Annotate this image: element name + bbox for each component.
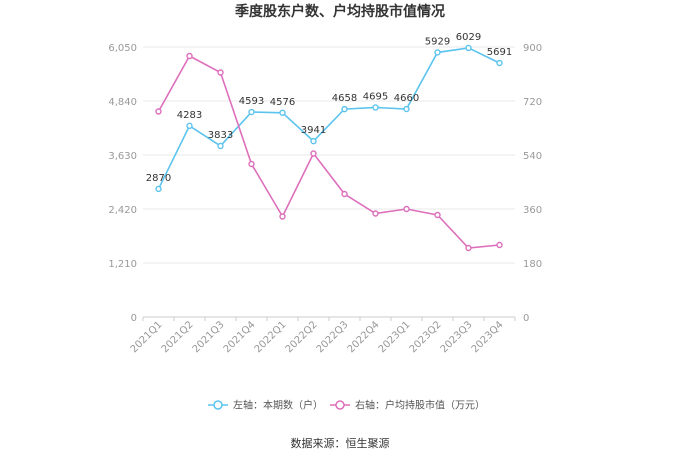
series-1-point [434,49,441,56]
left-axis-tick-label: 4,840 [108,97,137,108]
legend-marker-2 [335,400,345,410]
legend: 左轴：本期数（户） 右轴：户均持股市值（万元） [208,399,485,412]
source-text: 数据来源：恒生聚源 [291,436,390,450]
x-axis-tick-label: 2022Q4 [346,319,382,355]
data-label: 3833 [208,130,233,141]
data-label: 4658 [332,93,357,104]
series-2-point [465,244,472,252]
data-label: 4283 [177,110,202,121]
data-label: 2870 [146,173,171,184]
series-2-point [403,205,410,213]
series-2-point [155,108,162,115]
x-axis-tick-label: 2021Q3 [191,319,227,355]
series-1-point [341,105,348,113]
series-2-point [217,69,224,76]
data-label: 4593 [239,96,264,107]
series-2-point [341,190,348,198]
series-line-1 [157,47,500,190]
x-axis-tick-label: 2023Q4 [470,319,506,355]
x-axis-tick-label: 2021Q4 [222,319,258,355]
left-axis-tick-label: 3,630 [108,151,137,162]
series-2-point [310,150,317,157]
chart-title: 季度股东户数、户均持股市值情况 [234,3,445,20]
data-label: 3941 [301,125,326,136]
x-axis-tick-label: 2022Q3 [315,319,351,355]
left-axis-tick-label: 6,050 [108,43,137,54]
legend-label-1: 左轴：本期数（户） [233,399,323,412]
series-1-point [310,137,317,145]
series-1-point [155,185,162,193]
grid-layer [143,46,515,318]
series-1-point [372,104,379,111]
series-layer [155,44,503,252]
series-1-point [465,44,472,52]
series-2-point [186,52,193,60]
x-axis-tick-label: 2022Q2 [284,319,320,355]
right-axis-tick-label: 540 [523,151,542,162]
right-axis-tick-label: 720 [523,97,542,108]
right-axis-tick-label: 180 [523,259,542,270]
legend-label-2: 右轴：户均持股市值（万元） [355,399,485,412]
left-axis-tick-label: 0 [131,313,137,324]
right-axis-tick-label: 360 [523,205,542,216]
right-axis-tick-label: 900 [523,43,542,54]
x-axis-tick-label: 2023Q3 [439,319,475,355]
series-2-point [496,241,503,249]
left-axis-tick-label: 1,210 [108,259,137,270]
data-label: 4695 [363,91,388,102]
legend-marker-1 [213,400,223,410]
data-label: 4660 [394,93,419,104]
axis-layer: 0 0 1,210 180 2,420 360 3,630 540 4,840 720 6,050 9… [108,43,542,355]
series-1-point [217,142,224,150]
data-label: 5929 [425,36,450,47]
series-2-point [434,211,441,219]
x-axis-tick-label: 2021Q2 [160,319,196,355]
x-axis-tick-label: 2023Q2 [408,319,444,355]
data-label: 6029 [456,32,481,43]
x-axis-tick-label: 2021Q1 [129,319,165,355]
series-2-point [279,213,286,220]
x-axis-tick-label: 2022Q1 [253,319,289,355]
series-1-point [403,105,410,113]
data-label: 4576 [270,97,295,108]
label-layer: 2870 4283 3833 4593 4576 3941 4658 4695 4660 5929… [146,32,512,184]
series-1-point [248,108,255,116]
series-1-point [279,109,286,116]
series-1-point [186,122,193,130]
series-2-point [248,160,255,168]
x-axis-tick-label: 2023Q1 [377,319,413,355]
series-1-point [496,59,503,67]
right-axis-tick-label: 0 [523,313,529,324]
series-line-2 [157,54,500,249]
series-2-point [372,210,379,217]
data-label: 5691 [487,47,512,58]
left-axis-tick-label: 2,420 [108,205,137,216]
